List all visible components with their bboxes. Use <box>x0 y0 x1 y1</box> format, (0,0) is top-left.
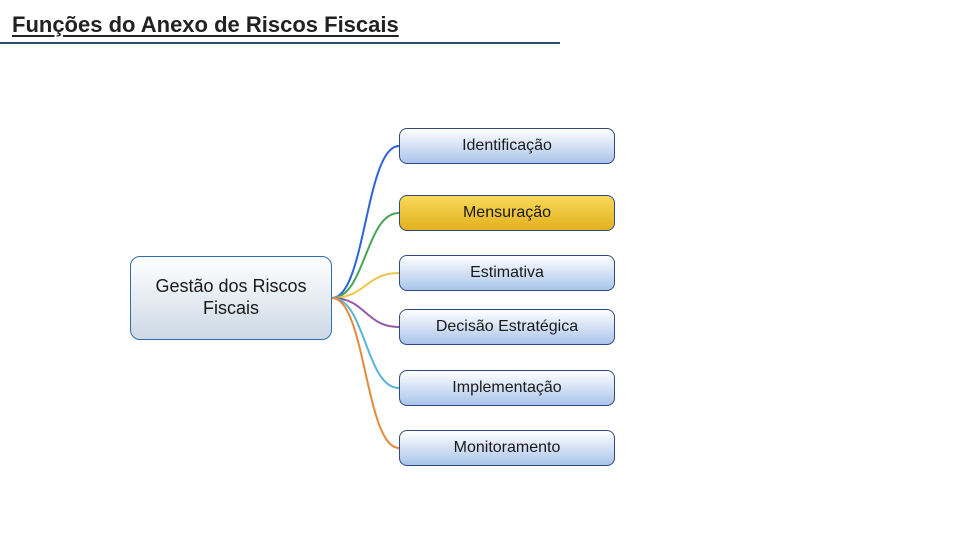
page-root: Funções do Anexo de Riscos Fiscais Gestã… <box>0 0 960 540</box>
child-node: Implementação <box>399 370 615 406</box>
child-node-label: Monitoramento <box>454 438 561 457</box>
child-node-label: Identificação <box>462 136 552 155</box>
child-node: Identificação <box>399 128 615 164</box>
child-node-label: Estimativa <box>470 263 544 282</box>
child-node: Estimativa <box>399 255 615 291</box>
child-node-label: Mensuração <box>463 203 551 222</box>
connector <box>332 298 399 327</box>
child-node: Mensuração <box>399 195 615 231</box>
child-node-label: Decisão Estratégica <box>436 317 578 336</box>
connector <box>332 298 399 448</box>
child-node: Monitoramento <box>399 430 615 466</box>
root-node: Gestão dos Riscos Fiscais <box>130 256 332 340</box>
connector <box>332 273 399 298</box>
connector <box>332 213 399 298</box>
child-node: Decisão Estratégica <box>399 309 615 345</box>
connector <box>332 146 399 298</box>
diagram-container: Gestão dos Riscos Fiscais Identificação Me… <box>0 0 960 540</box>
connector <box>332 298 399 388</box>
child-node-label: Implementação <box>452 378 561 397</box>
root-node-label: Gestão dos Riscos Fiscais <box>131 276 331 319</box>
